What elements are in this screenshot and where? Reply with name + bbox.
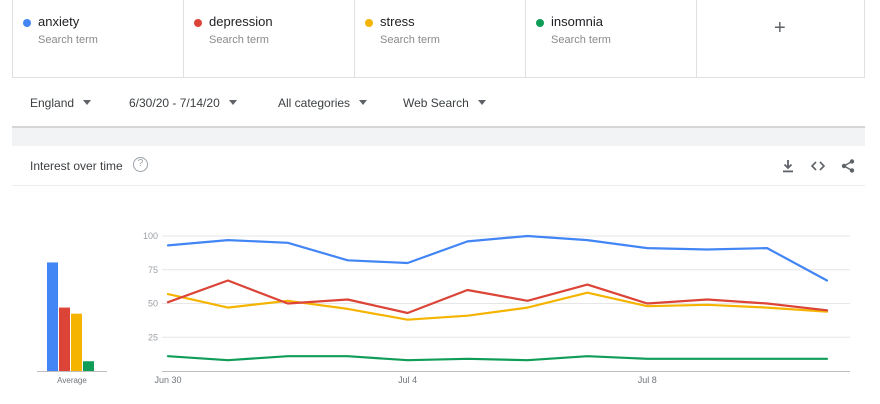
plus-icon: + [774,17,786,39]
interest-over-time-card: Interest over time ? Average 100 75 50 25 Ju… [12,146,865,404]
section-divider [12,128,865,146]
x-tick-label: Jul 8 [638,375,657,385]
series-line-stress [166,291,829,321]
interest-line-chart: 100 75 50 25 Jun 30 Jul 4 Jul 8 [143,231,850,385]
series-color-dot [194,19,202,27]
region-value: England [30,96,75,110]
average-bar-depression [59,307,70,371]
x-tick-label: Jun 30 [154,375,181,385]
search-terms-bar: anxiety Search term depression Search te… [12,0,865,78]
term-stress[interactable]: stress Search term [355,0,526,77]
region-dropdown[interactable]: England [30,96,92,110]
average-bar-anxiety [47,262,58,371]
download-icon[interactable] [780,158,796,174]
card-header: Interest over time ? [12,146,865,186]
series-color-dot [23,19,31,27]
average-label: Average [57,376,87,385]
y-tick-label: 100 [143,231,158,241]
term-name[interactable]: stress [380,14,415,29]
help-icon[interactable]: ? [133,157,148,172]
term-type-label: Search term [551,34,611,46]
term-type-label: Search term [380,34,440,46]
share-icon[interactable] [840,158,856,174]
term-insomnia[interactable]: insomnia Search term [526,0,697,77]
caret-down-icon [83,100,92,105]
average-bar-insomnia [83,361,94,371]
date-range-dropdown[interactable]: 6/30/20 - 7/14/20 [129,96,237,110]
y-tick-label: 25 [148,332,158,342]
caret-down-icon [477,100,486,105]
category-dropdown[interactable]: All categories [278,96,368,110]
average-bar-chart: Average [37,262,107,385]
add-comparison-button[interactable]: + [697,0,864,77]
search-type-value: Web Search [403,96,469,110]
y-tick-label: 75 [148,265,158,275]
average-bar-stress [71,313,82,371]
search-type-dropdown[interactable]: Web Search [403,96,486,110]
series-color-dot [536,19,544,27]
series-line-insomnia [166,355,829,362]
series-color-dot [365,19,373,27]
term-name[interactable]: anxiety [38,14,80,29]
caret-down-icon [228,100,237,105]
x-tick-label: Jul 4 [398,375,417,385]
caret-down-icon [359,100,368,105]
filter-bar: England 6/30/20 - 7/14/20 All categories… [12,78,865,128]
term-type-label: Search term [38,34,98,46]
term-name[interactable]: depression [209,14,273,29]
term-name[interactable]: insomnia [551,14,604,29]
embed-code-icon[interactable] [810,158,826,174]
card-title: Interest over time [30,159,123,173]
y-tick-label: 50 [148,299,158,309]
term-anxiety[interactable]: anxiety Search term [13,0,184,77]
term-depression[interactable]: depression Search term [184,0,355,77]
series-line-depression [166,279,829,315]
series-line-anxiety [166,234,829,282]
term-type-label: Search term [209,34,269,46]
category-value: All categories [278,96,351,110]
date-range-value: 6/30/20 - 7/14/20 [129,96,220,110]
